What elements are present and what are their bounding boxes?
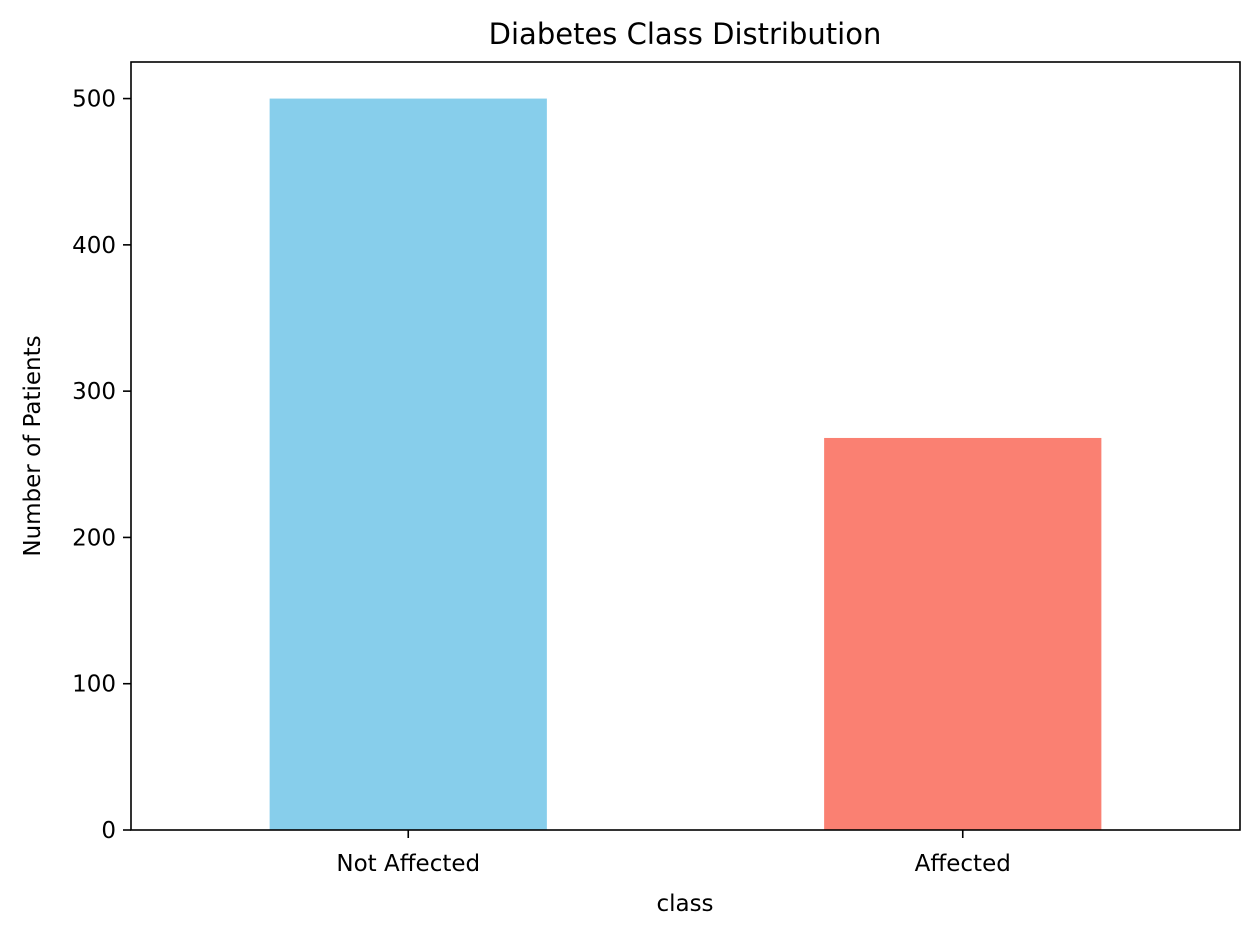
y-tick-label: 300 — [72, 379, 116, 405]
bar-affected — [824, 437, 1102, 830]
y-tick-label: 400 — [72, 233, 116, 259]
x-tick-label: Affected — [915, 851, 1011, 877]
y-tick-label: 500 — [72, 87, 116, 113]
y-axis-label: Number of Patients — [20, 335, 46, 556]
bar-not-affected — [269, 98, 547, 831]
bars-layer — [269, 98, 1102, 831]
y-tick-label: 100 — [72, 672, 116, 698]
y-tick-label: 200 — [72, 525, 116, 551]
plot-area-frame — [130, 61, 1241, 831]
x-tick-label: Not Affected — [336, 851, 480, 877]
x-axis-label: class — [656, 891, 713, 917]
x-axis-ticks: Not Affected Affected — [336, 830, 1011, 877]
y-axis-ticks: 0 100 200 300 400 500 — [72, 87, 131, 844]
chart-title: Diabetes Class Distribution — [489, 17, 882, 51]
y-tick-label: 0 — [101, 818, 116, 844]
